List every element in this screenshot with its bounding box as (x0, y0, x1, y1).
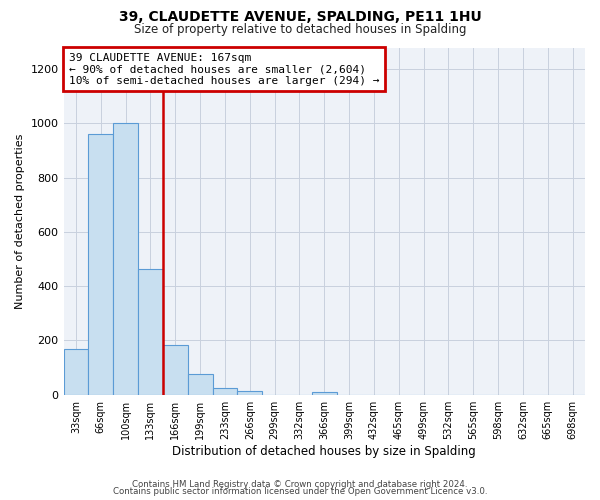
Bar (64, 348, 88, 395)
Bar (88, 134, 113, 394)
X-axis label: Distribution of detached houses by size in Spalding: Distribution of detached houses by size … (172, 444, 476, 458)
Bar (113, 124, 138, 394)
Bar (212, 388, 238, 394)
Text: Contains public sector information licensed under the Open Government Licence v3: Contains public sector information licen… (113, 488, 487, 496)
Text: 39 CLAUDETTE AVENUE: 167sqm
← 90% of detached houses are smaller (2,604)
10% of : 39 CLAUDETTE AVENUE: 167sqm ← 90% of det… (69, 52, 379, 86)
Bar (163, 344, 188, 395)
Bar (238, 390, 262, 394)
Bar (188, 374, 212, 394)
Bar (312, 392, 337, 394)
Text: Contains HM Land Registry data © Crown copyright and database right 2024.: Contains HM Land Registry data © Crown c… (132, 480, 468, 489)
Text: Size of property relative to detached houses in Spalding: Size of property relative to detached ho… (134, 22, 466, 36)
Text: 39, CLAUDETTE AVENUE, SPALDING, PE11 1HU: 39, CLAUDETTE AVENUE, SPALDING, PE11 1HU (119, 10, 481, 24)
Y-axis label: Number of detached properties: Number of detached properties (15, 134, 25, 309)
Bar (138, 268, 163, 394)
